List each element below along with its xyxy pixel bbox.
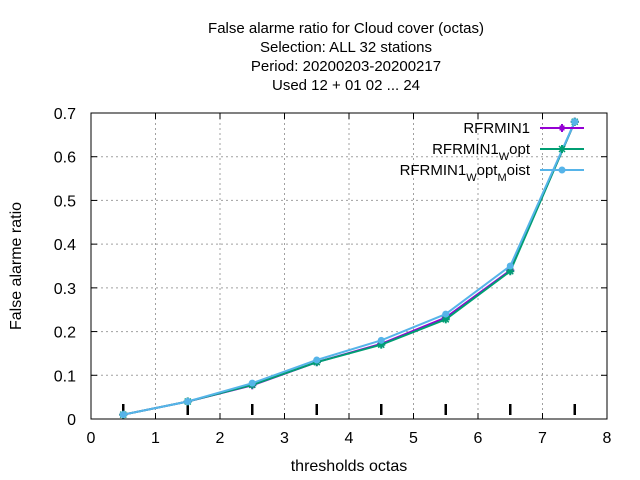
y-tick-label: 0.2 <box>54 325 76 342</box>
data-point <box>571 118 579 126</box>
x-tick-label: 0 <box>87 430 96 447</box>
data-point <box>184 398 192 406</box>
data-point <box>441 315 450 324</box>
y-tick-label: 0.4 <box>54 237 76 254</box>
series-line <box>123 121 576 416</box>
axis-ticks: 0 1 2 3 4 5 6 7 8 0 0.1 0.2 0.3 0.4 0.5 0.6 0.7 <box>54 106 612 447</box>
marker-stroke <box>506 267 514 275</box>
y-axis-label: False alarme ratio <box>8 202 25 330</box>
title-line: False alarme ratio for Cloud cover (octa… <box>208 20 484 37</box>
legend-text: RFRMIN1 <box>400 162 467 179</box>
x-tick-label: 7 <box>538 430 547 447</box>
y-tick-label: 0.3 <box>54 281 76 298</box>
x-tick-label: 6 <box>474 430 483 447</box>
legend-subscript: W <box>466 172 477 184</box>
x-tick-label: 5 <box>409 430 418 447</box>
legend-entry: RFRMIN1 <box>463 120 584 137</box>
legend-text: opt <box>477 162 499 179</box>
x-axis-label: thresholds octas <box>291 458 408 475</box>
legend-marker <box>558 124 566 132</box>
count-markers <box>122 404 576 415</box>
legend-subscript: W <box>499 151 510 163</box>
title-line: Used 12 + 01 02 ... 24 <box>272 77 420 94</box>
marker-stroke <box>442 315 450 323</box>
x-tick-label: 8 <box>603 430 612 447</box>
y-tick-label: 0.1 <box>54 368 76 385</box>
legend-subscript: M <box>497 172 506 184</box>
data-point <box>313 356 321 364</box>
marker-dot <box>559 125 565 131</box>
data-point <box>506 267 515 276</box>
series-lines <box>119 117 579 419</box>
y-tick-label: 0 <box>67 412 76 429</box>
legend-entry: RFRMIN1Wopt <box>432 141 584 163</box>
data-point <box>248 379 256 387</box>
legend-marker <box>558 145 566 153</box>
y-tick-label: 0.7 <box>54 106 76 123</box>
legend-marker <box>558 166 566 174</box>
series-3 <box>119 118 579 419</box>
data-point <box>119 411 127 419</box>
x-tick-label: 3 <box>280 430 289 447</box>
x-tick-label: 4 <box>345 430 354 447</box>
x-tick-label: 1 <box>151 430 160 447</box>
data-point <box>377 336 385 344</box>
y-tick-label: 0.6 <box>54 150 76 167</box>
legend-text: RFRMIN1 <box>432 141 499 158</box>
x-tick-label: 2 <box>216 430 225 447</box>
y-tick-label: 0.5 <box>54 193 76 210</box>
title-line: Selection: ALL 32 stations <box>260 39 432 56</box>
chart-title: False alarme ratio for Cloud cover (octa… <box>208 20 484 94</box>
legend-label: RFRMIN1Wopt <box>432 141 531 163</box>
legend-text: RFRMIN1 <box>463 120 530 137</box>
data-point <box>506 262 514 270</box>
title-line: Period: 20200203-20200217 <box>251 58 441 75</box>
data-point <box>442 310 450 318</box>
legend-text: oist <box>507 162 531 179</box>
legend-label: RFRMIN1 <box>463 120 530 137</box>
legend-text: opt <box>509 141 531 158</box>
legend-entry: RFRMIN1WoptMoist <box>400 162 584 184</box>
grid <box>91 113 607 419</box>
legend-label: RFRMIN1WoptMoist <box>400 162 531 184</box>
marker-stroke <box>558 145 566 153</box>
